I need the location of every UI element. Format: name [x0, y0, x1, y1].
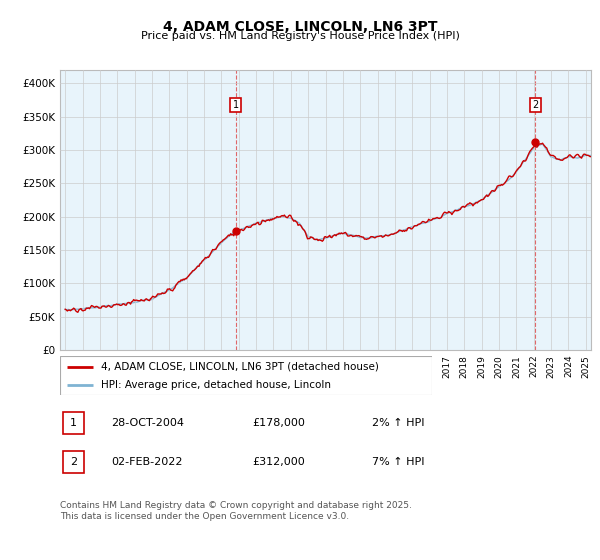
Text: 2: 2	[70, 457, 77, 467]
Text: 2% ↑ HPI: 2% ↑ HPI	[372, 418, 425, 428]
Text: 7% ↑ HPI: 7% ↑ HPI	[372, 457, 425, 467]
Text: 1: 1	[70, 418, 77, 428]
FancyBboxPatch shape	[63, 412, 85, 434]
Text: 4, ADAM CLOSE, LINCOLN, LN6 3PT (detached house): 4, ADAM CLOSE, LINCOLN, LN6 3PT (detache…	[101, 362, 379, 372]
Text: 1: 1	[233, 100, 239, 110]
Text: £178,000: £178,000	[252, 418, 305, 428]
Text: Price paid vs. HM Land Registry's House Price Index (HPI): Price paid vs. HM Land Registry's House …	[140, 31, 460, 41]
Text: 28-OCT-2004: 28-OCT-2004	[111, 418, 184, 428]
Text: 02-FEB-2022: 02-FEB-2022	[111, 457, 182, 467]
Text: Contains HM Land Registry data © Crown copyright and database right 2025.
This d: Contains HM Land Registry data © Crown c…	[60, 501, 412, 521]
Text: 2: 2	[532, 100, 538, 110]
Text: £312,000: £312,000	[252, 457, 305, 467]
FancyBboxPatch shape	[60, 356, 432, 395]
FancyBboxPatch shape	[63, 451, 85, 473]
Text: 4, ADAM CLOSE, LINCOLN, LN6 3PT: 4, ADAM CLOSE, LINCOLN, LN6 3PT	[163, 20, 437, 34]
Text: HPI: Average price, detached house, Lincoln: HPI: Average price, detached house, Linc…	[101, 380, 331, 390]
